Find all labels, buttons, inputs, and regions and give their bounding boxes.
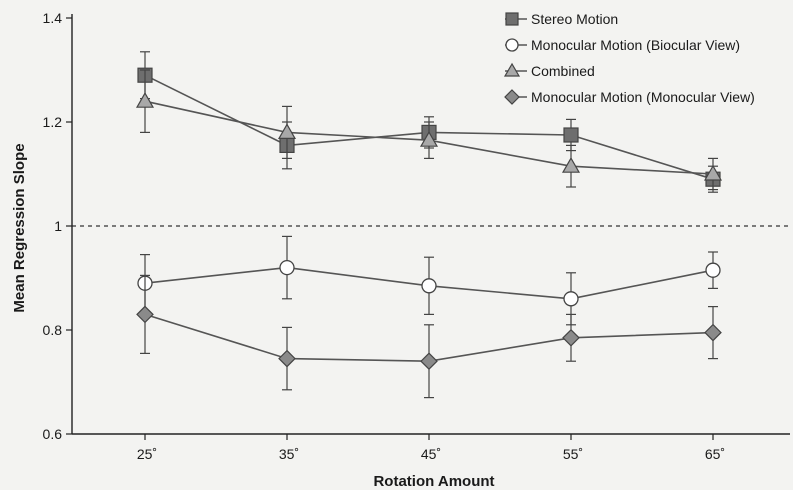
y-tick-label: 1 bbox=[54, 218, 62, 234]
y-tick-label: 0.6 bbox=[43, 426, 63, 442]
series-3 bbox=[135, 69, 723, 191]
y-axis-title: Mean Regression Slope bbox=[11, 143, 28, 312]
legend-item: Combined bbox=[503, 62, 595, 79]
data-point bbox=[561, 156, 581, 173]
legend-label: Combined bbox=[531, 63, 595, 79]
legend-label: Stereo Motion bbox=[531, 11, 618, 27]
legend-marker bbox=[505, 38, 519, 52]
series-layer bbox=[135, 51, 723, 399]
data-point bbox=[278, 349, 296, 368]
data-point bbox=[704, 323, 722, 342]
data-point bbox=[563, 127, 579, 143]
legend-item: Monocular Motion (Biocular View) bbox=[505, 37, 740, 53]
legend-label: Monocular Motion (Monocular View) bbox=[531, 89, 755, 105]
x-tick-label: 45˚ bbox=[421, 446, 441, 462]
x-tick-label: 55˚ bbox=[563, 446, 583, 462]
legend-item: Stereo Motion bbox=[505, 11, 618, 27]
data-point bbox=[421, 278, 437, 294]
data-point bbox=[562, 328, 580, 347]
x-tick-label: 25˚ bbox=[137, 446, 157, 462]
legend-marker bbox=[504, 89, 520, 105]
axes: 0.6 0.8 1 1.2 1.4 25˚ 35˚ 45˚ 55˚ 65˚ bbox=[43, 10, 790, 462]
y-tick-label: 0.8 bbox=[43, 322, 63, 338]
y-tick-label: 1.2 bbox=[43, 114, 63, 130]
data-point bbox=[277, 123, 297, 139]
data-point bbox=[420, 352, 438, 371]
data-point bbox=[563, 291, 579, 307]
y-tick-label: 1.4 bbox=[43, 10, 63, 26]
data-point bbox=[279, 259, 295, 276]
series-4 bbox=[136, 274, 722, 399]
legend: Stereo Motion Monocular Motion (Biocular … bbox=[503, 11, 755, 105]
data-point bbox=[705, 262, 721, 278]
data-point bbox=[703, 164, 723, 181]
legend-item: Monocular Motion (Monocular View) bbox=[504, 89, 755, 105]
legend-marker bbox=[505, 12, 519, 26]
data-point bbox=[136, 305, 154, 324]
data-point bbox=[135, 91, 155, 108]
x-tick-label: 65˚ bbox=[705, 446, 725, 462]
x-axis-title: Rotation Amount bbox=[373, 473, 494, 490]
legend-marker bbox=[503, 62, 521, 77]
series-2 bbox=[137, 235, 721, 326]
legend-label: Monocular Motion (Biocular View) bbox=[531, 37, 740, 53]
data-point bbox=[419, 130, 439, 147]
x-tick-label: 35˚ bbox=[279, 446, 299, 462]
